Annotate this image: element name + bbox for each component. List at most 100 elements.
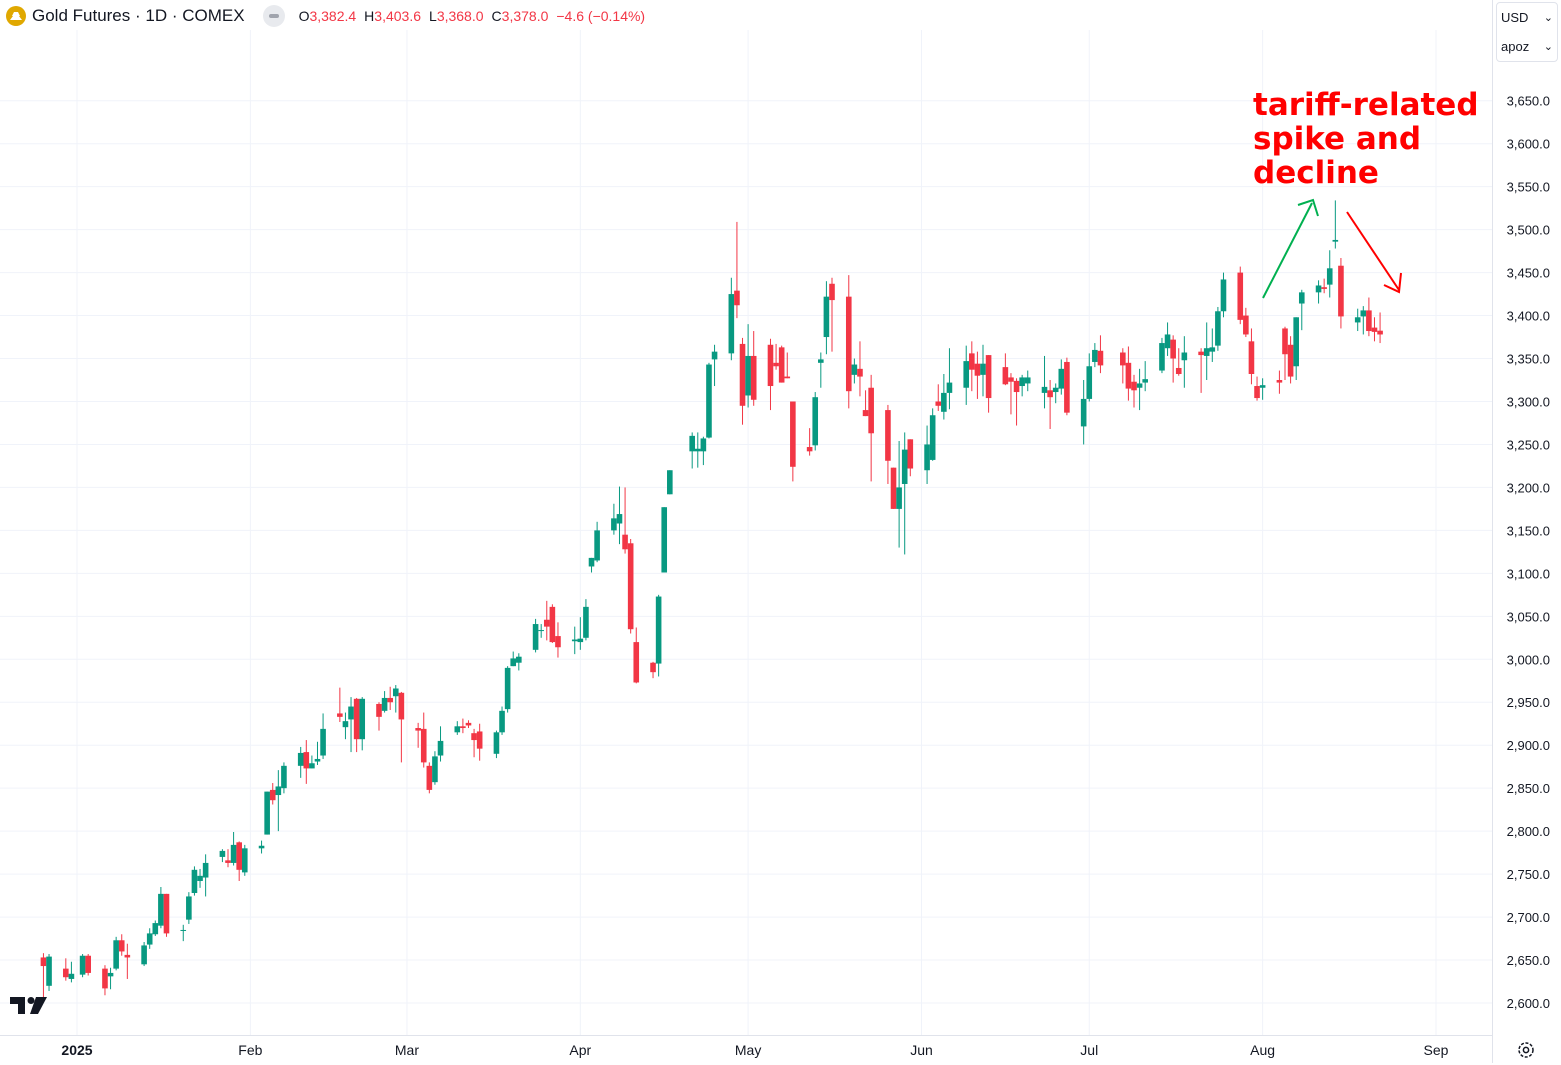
y-tick-label: 3,650.0 bbox=[1507, 94, 1550, 109]
candle-body bbox=[118, 940, 125, 952]
candle-body bbox=[1170, 339, 1176, 359]
candle-body bbox=[1002, 367, 1009, 385]
candle bbox=[202, 854, 209, 897]
y-tick-label: 2,700.0 bbox=[1507, 910, 1550, 925]
y-tick-label: 3,050.0 bbox=[1507, 609, 1550, 624]
candle-body bbox=[1254, 386, 1260, 399]
y-tick-label: 3,300.0 bbox=[1507, 394, 1550, 409]
candle bbox=[1243, 307, 1249, 338]
x-tick-label: Sep bbox=[1424, 1042, 1449, 1058]
candle-body bbox=[784, 376, 791, 379]
settings-icon[interactable] bbox=[1516, 1040, 1536, 1060]
candle bbox=[1321, 278, 1327, 294]
candle-body bbox=[460, 726, 466, 729]
candle-body bbox=[935, 401, 942, 406]
candle-body bbox=[1366, 310, 1372, 332]
eye-toggle-icon[interactable] bbox=[262, 5, 285, 27]
candle-body bbox=[1008, 377, 1014, 382]
candle bbox=[1326, 250, 1333, 298]
candle-body bbox=[571, 639, 578, 642]
candle-body bbox=[141, 945, 147, 965]
candle-body bbox=[739, 343, 746, 406]
x-tick-label: Jun bbox=[910, 1042, 933, 1058]
candle bbox=[1282, 326, 1288, 381]
tradingview-logo-icon[interactable] bbox=[10, 994, 48, 1021]
candle bbox=[465, 720, 472, 729]
candle bbox=[1097, 335, 1104, 374]
candle-body bbox=[907, 439, 914, 469]
y-tick-label: 3,400.0 bbox=[1507, 309, 1550, 324]
candle-body bbox=[376, 703, 382, 717]
x-axis: 2025 Feb Mar Apr May Jun Jul Aug Sep bbox=[0, 1035, 1492, 1058]
candle-body bbox=[700, 438, 707, 452]
candle bbox=[426, 762, 433, 794]
candle bbox=[1142, 361, 1148, 392]
candle bbox=[655, 594, 662, 677]
candle-body bbox=[191, 869, 198, 894]
candle bbox=[974, 351, 981, 399]
candle bbox=[85, 954, 91, 976]
candle-body bbox=[236, 842, 242, 870]
up-arrow bbox=[1262, 202, 1313, 299]
candle-body bbox=[1058, 368, 1065, 389]
candle bbox=[1354, 308, 1361, 332]
candle-body bbox=[309, 763, 315, 769]
candle bbox=[555, 622, 561, 658]
y-tick-label: 3,000.0 bbox=[1507, 652, 1550, 667]
candle bbox=[901, 432, 908, 555]
candle-body bbox=[348, 706, 354, 720]
change-value: −4.6 (−0.14%) bbox=[556, 8, 646, 24]
candle-body bbox=[454, 726, 461, 733]
candle bbox=[1360, 306, 1367, 335]
candle-body bbox=[1024, 377, 1031, 384]
gold-coin-icon[interactable] bbox=[6, 6, 26, 26]
candle bbox=[661, 507, 668, 573]
y-tick-label: 2,950.0 bbox=[1507, 695, 1550, 710]
x-tick-label: Apr bbox=[569, 1042, 591, 1058]
symbol-title[interactable]: Gold Futures · 1D · COMEX bbox=[32, 6, 245, 25]
candle-body bbox=[985, 355, 992, 399]
candle bbox=[40, 953, 47, 998]
candle bbox=[650, 661, 656, 679]
candle-body bbox=[728, 294, 735, 354]
candle-body bbox=[661, 507, 668, 573]
candle-body bbox=[432, 756, 438, 783]
candle-body bbox=[1181, 352, 1188, 361]
scale-mode-selector[interactable]: apoz ⌄ bbox=[1497, 32, 1557, 61]
candle bbox=[1064, 357, 1070, 416]
candle-body bbox=[694, 448, 701, 452]
candle bbox=[493, 730, 500, 759]
candle bbox=[186, 892, 192, 924]
candle bbox=[158, 886, 164, 929]
ohlc-values: O3,382.4 H3,403.6 L3,368.0 C3,378.0 −4.6… bbox=[299, 8, 646, 24]
candle bbox=[348, 697, 354, 753]
candle-body bbox=[890, 467, 897, 509]
candle bbox=[1259, 378, 1266, 400]
candle-body bbox=[745, 355, 751, 396]
candle-body bbox=[342, 721, 349, 728]
candle bbox=[437, 726, 444, 762]
candle bbox=[376, 702, 382, 731]
scale-mode-label: apoz bbox=[1501, 39, 1530, 54]
annotation-arrows bbox=[1262, 198, 1402, 299]
currency-selector[interactable]: USD ⌄ bbox=[1497, 3, 1557, 32]
candle-body bbox=[1142, 379, 1148, 383]
candle bbox=[314, 741, 321, 765]
candle-body bbox=[1047, 390, 1053, 398]
candle-body bbox=[1097, 350, 1104, 366]
y-tick-label: 3,150.0 bbox=[1507, 523, 1550, 538]
candle-body bbox=[353, 698, 360, 740]
candle-body bbox=[1276, 380, 1283, 383]
candle-body bbox=[241, 848, 248, 873]
candle-body bbox=[778, 347, 785, 383]
candle-body bbox=[1086, 366, 1093, 399]
candle-body bbox=[583, 606, 589, 638]
candle-body bbox=[538, 630, 544, 632]
candle-body bbox=[392, 688, 399, 697]
x-tick-label: Jul bbox=[1080, 1042, 1098, 1058]
candle bbox=[113, 936, 119, 971]
candle bbox=[275, 770, 282, 832]
candle-body bbox=[588, 557, 595, 567]
candle-body bbox=[493, 732, 500, 754]
